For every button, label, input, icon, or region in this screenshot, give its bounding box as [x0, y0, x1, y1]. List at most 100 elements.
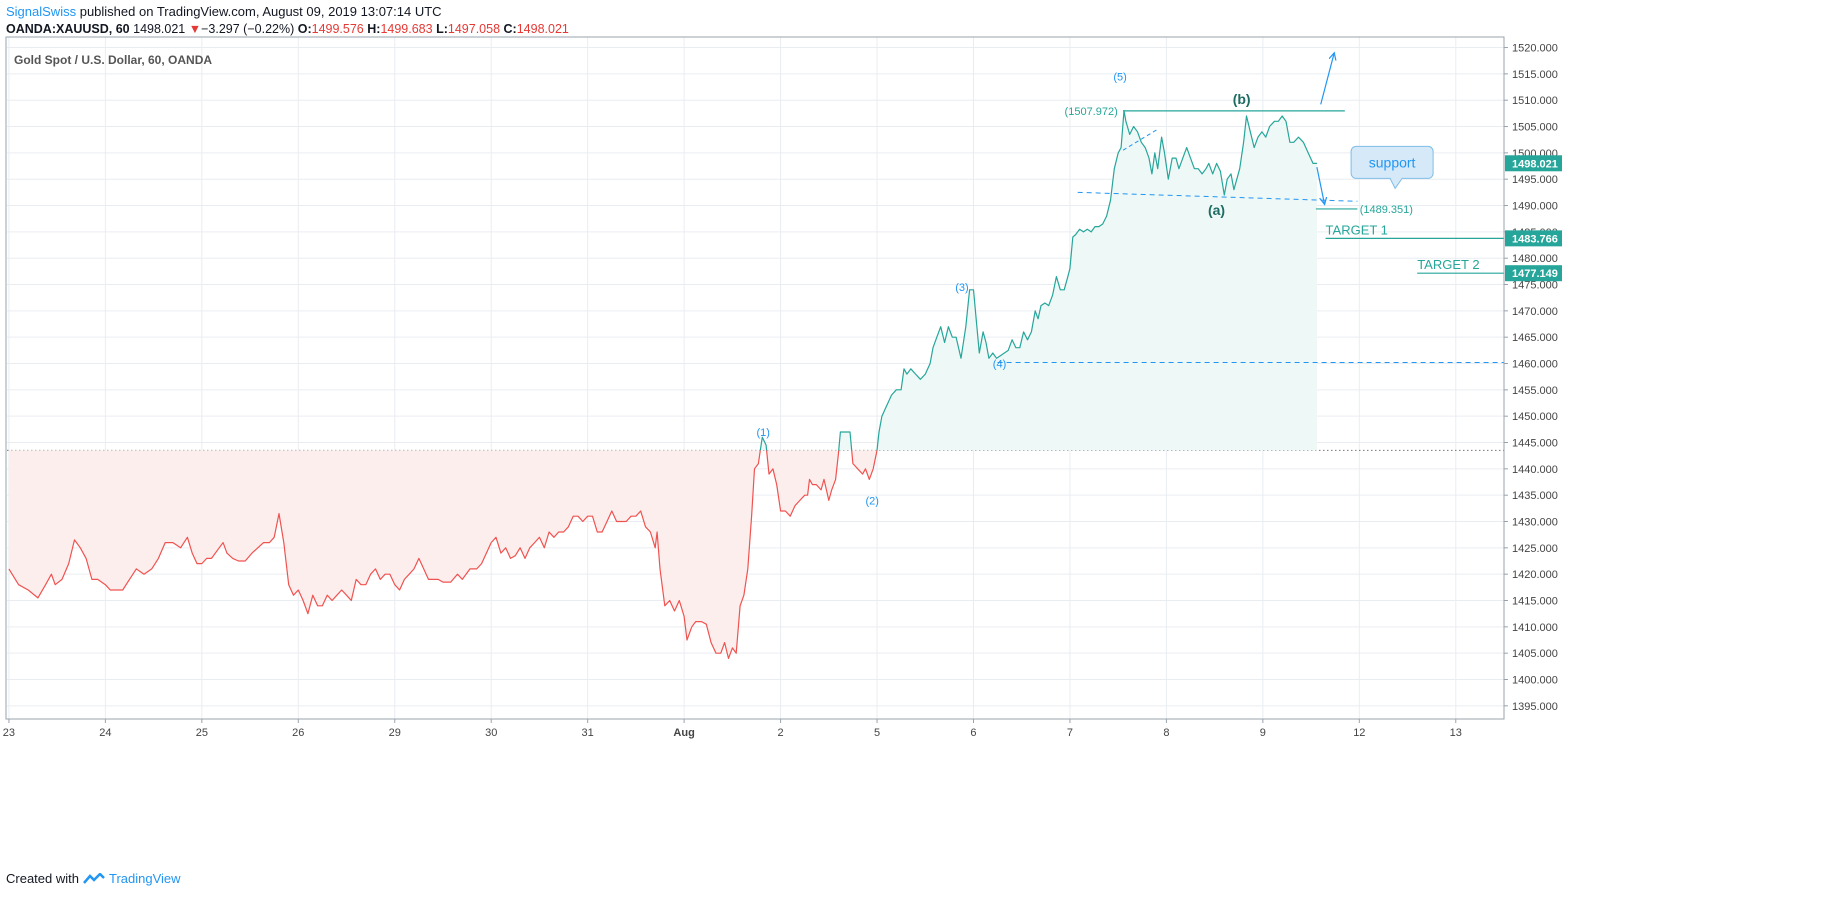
support-callout-text: support	[1369, 154, 1416, 170]
x-tick-label: Aug	[673, 727, 694, 739]
target-label: TARGET 1	[1326, 222, 1388, 237]
down-arrow-icon: ▼	[188, 22, 202, 36]
wave-label: (1489.351)	[1360, 204, 1413, 216]
area-fill-down	[8, 450, 761, 659]
area-fill-up	[838, 432, 852, 451]
last-price-label: 1498.021	[1512, 158, 1558, 170]
support-trend-line	[1077, 191, 1358, 202]
high-value: 1499.683	[380, 22, 433, 36]
created-with-text: Created with	[6, 871, 79, 886]
x-tick-label: 8	[1163, 727, 1169, 739]
x-tick-label: 26	[292, 727, 304, 739]
y-tick-label: 1440.000	[1512, 464, 1558, 476]
wave-label: (1507.972)	[1065, 106, 1118, 118]
close-value: 1498.021	[516, 22, 569, 36]
x-tick-label: 7	[1067, 727, 1073, 739]
high-label: H:	[367, 22, 381, 36]
support-callout: support	[1350, 145, 1434, 190]
y-tick-label: 1480.000	[1512, 253, 1558, 265]
y-tick-label: 1395.000	[1512, 701, 1558, 713]
y-tick-label: 1495.000	[1512, 174, 1558, 186]
price-line-down	[8, 450, 761, 659]
y-tick-label: 1415.000	[1512, 596, 1558, 608]
target-label: TARGET 2	[1417, 257, 1479, 272]
low-label: L:	[436, 22, 448, 36]
y-tick-label: 1435.000	[1512, 490, 1558, 502]
open-value: 1499.576	[311, 22, 364, 36]
annotations: (1) (2) (3) (4) (5) (b) (a) (1507.972) (1489.351…	[756, 53, 1504, 507]
area-fill	[8, 110, 1317, 659]
wave-label: (2)	[865, 495, 878, 507]
support-callout-bubble	[1350, 145, 1434, 190]
price-line-up	[838, 431, 853, 451]
target-price-label: 1477.149	[1512, 268, 1558, 280]
y-tick-label: 1410.000	[1512, 622, 1558, 634]
x-tick-label: 31	[582, 727, 594, 739]
x-tick-label: 23	[3, 727, 15, 739]
price-line-up	[759, 436, 768, 451]
last-price: 1498.021	[133, 22, 186, 36]
axes: 1395.000 1400.000 1405.000 1410.000 1415.000…	[3, 36, 1562, 739]
y-tick-label: 1465.000	[1512, 332, 1558, 344]
symbol-label: OANDA:XAUUSD, 60	[6, 22, 130, 36]
wave-label: (b)	[1233, 91, 1251, 107]
price-line	[8, 110, 1317, 659]
area-fill-up	[877, 110, 1317, 451]
x-tick-label: 25	[196, 727, 208, 739]
target-price-tag	[1505, 265, 1562, 282]
target-price-label: 1483.766	[1512, 233, 1558, 245]
chart-title: Gold Spot / U.S. Dollar, 60, OANDA	[14, 53, 212, 67]
x-tick-label: 24	[99, 727, 111, 739]
author-link[interactable]: SignalSwiss	[6, 4, 77, 19]
close-label: C:	[503, 22, 517, 36]
y-tick-label: 1450.000	[1512, 411, 1558, 423]
y-tick-label: 1460.000	[1512, 359, 1558, 371]
y-tick-label: 1510.000	[1512, 95, 1558, 107]
y-tick-label: 1520.000	[1512, 43, 1558, 55]
y-tick-label: 1515.000	[1512, 69, 1558, 81]
x-tick-label: 30	[485, 727, 497, 739]
x-tick-label: 2	[778, 727, 784, 739]
x-tick-label: 5	[874, 727, 880, 739]
wave-label: (a)	[1208, 202, 1225, 218]
y-tick-label: 1425.000	[1512, 543, 1558, 555]
low-value: 1497.058	[447, 22, 501, 36]
area-fill-down	[851, 450, 877, 480]
y-tick-label: 1420.000	[1512, 569, 1558, 581]
x-tick-label: 9	[1260, 727, 1266, 739]
y-tick-label: 1470.000	[1512, 306, 1558, 318]
y-tick-label: 1455.000	[1512, 385, 1558, 397]
area-fill-down	[766, 450, 839, 517]
y-tick-label: 1490.000	[1512, 201, 1558, 213]
open-label: O:	[297, 22, 312, 36]
footer: Created with TradingView	[6, 871, 181, 887]
tradingview-link[interactable]: TradingView	[108, 871, 181, 886]
price-line-down	[766, 450, 840, 517]
price-change: −3.297 (−0.22%)	[201, 22, 295, 36]
y-tick-label: 1400.000	[1512, 675, 1558, 687]
y-tick-label: 1475.000	[1512, 280, 1558, 292]
y-tick-label: 1430.000	[1512, 517, 1558, 529]
wave-label: (4)	[993, 359, 1006, 371]
wave-label: (5)	[1113, 71, 1126, 83]
published-text: published on TradingView.com, August 09,…	[79, 4, 442, 19]
target-price-tag	[1505, 230, 1562, 247]
price-line-up	[876, 110, 1317, 451]
wave-label: (3)	[955, 282, 968, 294]
breakout-up-arrow	[1320, 53, 1335, 105]
last-price-tag	[1505, 155, 1562, 172]
ohlc-bar: OANDA:XAUUSD, 60 1498.021 ▼−3.297 (−0.22…	[6, 21, 569, 37]
tradingview-logo-icon	[83, 873, 105, 884]
y-tick-label: 1505.000	[1512, 122, 1558, 134]
x-tick-label: 6	[970, 727, 976, 739]
drop-down-arrow	[1316, 166, 1325, 204]
y-tick-label: 1405.000	[1512, 648, 1558, 660]
wave-label: (1)	[756, 427, 769, 439]
x-tick-label: 29	[389, 727, 401, 739]
publish-info: SignalSwiss published on TradingView.com…	[6, 4, 442, 20]
price-line-down	[851, 450, 878, 480]
y-tick-label: 1445.000	[1512, 438, 1558, 450]
x-tick-label: 12	[1353, 727, 1365, 739]
x-tick-label: 13	[1450, 727, 1462, 739]
